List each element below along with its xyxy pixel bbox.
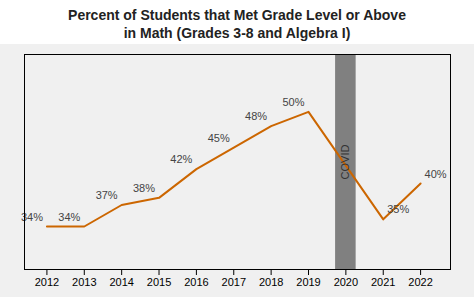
- svg-text:48%: 48%: [245, 111, 267, 123]
- svg-text:34%: 34%: [20, 210, 43, 223]
- svg-text:45%: 45%: [208, 132, 230, 144]
- svg-text:2022: 2022: [408, 277, 432, 289]
- svg-text:2017: 2017: [222, 277, 246, 289]
- svg-text:2019: 2019: [296, 277, 320, 289]
- html-text:Percent of Students that Met G: Percent of Students that Met Grade Level…: [68, 7, 406, 42]
- svg-text:35%: 35%: [387, 204, 409, 216]
- svg-text:37%: 37%: [96, 189, 118, 201]
- svg-text:2014: 2014: [109, 277, 133, 289]
- svg-text:34%: 34%: [58, 211, 80, 223]
- svg-text:COVID: COVID: [339, 145, 351, 180]
- svg-text:2021: 2021: [371, 277, 395, 289]
- svg-text:40%: 40%: [425, 168, 447, 180]
- svg-text:2015: 2015: [147, 277, 171, 289]
- svg-text:2013: 2013: [72, 277, 96, 289]
- svg-text:50%: 50%: [282, 96, 304, 108]
- svg-text:42%: 42%: [170, 154, 192, 166]
- svg-text:2020: 2020: [334, 277, 358, 289]
- svg-text:2018: 2018: [259, 277, 283, 289]
- svg-text:2016: 2016: [184, 277, 208, 289]
- svg-text:38%: 38%: [133, 182, 155, 194]
- svg-text:2012: 2012: [35, 277, 59, 289]
